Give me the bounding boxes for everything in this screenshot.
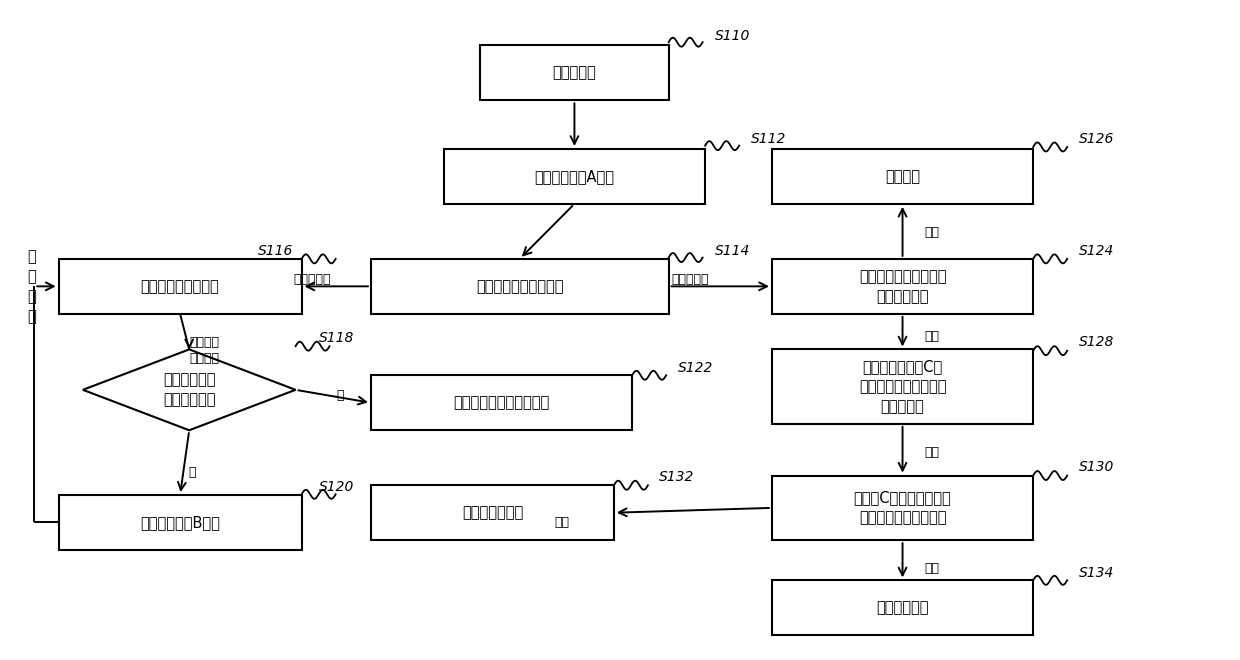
Text: S126: S126 — [1079, 132, 1115, 147]
Bar — [371, 376, 632, 430]
Text: 报水位开关故障: 报水位开关故障 — [461, 505, 523, 520]
Text: 断开: 断开 — [554, 516, 569, 529]
Bar — [771, 259, 1033, 314]
Text: S112: S112 — [751, 132, 786, 147]
Text: S116: S116 — [258, 244, 293, 258]
Text: 水泵停止运行: 水泵停止运行 — [877, 601, 929, 615]
Text: 达到设定
温度停机: 达到设定 温度停机 — [190, 336, 219, 365]
Text: 水泵不开: 水泵不开 — [885, 169, 920, 184]
Text: 手
动
关
机: 手 动 关 机 — [27, 249, 36, 324]
Text: 否: 否 — [337, 389, 345, 403]
Text: 断开: 断开 — [925, 330, 940, 343]
Text: 断开: 断开 — [925, 446, 940, 459]
Text: 制冷或除湿: 制冷或除湿 — [294, 273, 331, 286]
Text: S114: S114 — [714, 244, 750, 258]
Text: S134: S134 — [1079, 566, 1115, 579]
Text: S128: S128 — [1079, 335, 1115, 348]
Text: S130: S130 — [1079, 460, 1115, 474]
Text: 闭合: 闭合 — [925, 226, 940, 240]
Text: S124: S124 — [1079, 244, 1115, 258]
Text: 水泵常开，一直运行: 水泵常开，一直运行 — [140, 279, 219, 294]
Bar — [771, 580, 1033, 636]
Polygon shape — [83, 349, 295, 430]
Bar — [58, 259, 301, 314]
Text: S122: S122 — [678, 360, 714, 374]
Text: 水泵继续常开，一直运行: 水泵继续常开，一直运行 — [454, 395, 549, 411]
Text: 制热或送风: 制热或送风 — [672, 273, 709, 286]
Bar — [58, 495, 301, 550]
Bar — [771, 149, 1033, 204]
Text: S132: S132 — [658, 471, 694, 484]
Text: 闭合: 闭合 — [925, 562, 940, 574]
Text: S120: S120 — [319, 480, 353, 494]
Text: 是: 是 — [188, 466, 196, 478]
Text: S118: S118 — [319, 331, 353, 345]
Bar — [480, 46, 668, 100]
Text: 室内机上电: 室内机上电 — [553, 65, 596, 81]
Bar — [771, 349, 1033, 424]
Bar — [371, 485, 614, 540]
Text: 水泵不开，判断水位开
关断开或闭合: 水泵不开，判断水位开 关断开或闭合 — [859, 269, 946, 304]
Text: 水泵开启运行满C时
间，期间不因水位开关
闭合而停止: 水泵开启运行满C时 间，期间不因水位开关 闭合而停止 — [859, 359, 946, 414]
Text: 水泵延迟时间B关闭: 水泵延迟时间B关闭 — [140, 515, 219, 530]
Bar — [771, 475, 1033, 540]
Bar — [371, 259, 668, 314]
Text: 判断是否为最
后关机的内机: 判断是否为最 后关机的内机 — [162, 372, 216, 407]
Text: 室内机开机有运行模式: 室内机开机有运行模式 — [476, 279, 563, 294]
Text: S110: S110 — [714, 28, 750, 43]
Text: 水泵开启运行A时间: 水泵开启运行A时间 — [534, 169, 615, 184]
Bar — [444, 149, 706, 204]
Text: 运行满C时间后，再次判
断水位开关闭合或断开: 运行满C时间后，再次判 断水位开关闭合或断开 — [853, 490, 951, 525]
